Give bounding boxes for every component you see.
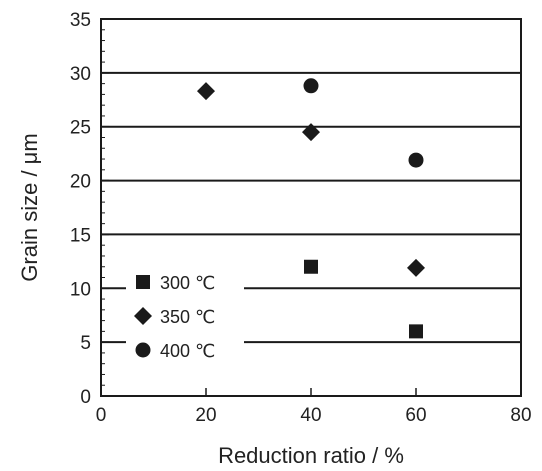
y-tick-label: 35 bbox=[70, 10, 91, 31]
x-tick-label: 0 bbox=[96, 405, 107, 426]
y-tick-label: 25 bbox=[70, 118, 91, 139]
legend-label: 350 ℃ bbox=[160, 307, 215, 327]
y-tick-label: 15 bbox=[70, 225, 91, 246]
y-tick-label: 0 bbox=[80, 387, 91, 408]
legend-label: 300 ℃ bbox=[160, 273, 215, 293]
legend-marker-circle bbox=[135, 342, 151, 358]
data-point-diamond bbox=[197, 82, 215, 101]
data-point-diamond bbox=[302, 123, 320, 142]
plot-frame bbox=[100, 18, 522, 397]
data-point-circle bbox=[408, 152, 424, 168]
data-point-diamond bbox=[407, 258, 425, 277]
y-tick-label: 30 bbox=[70, 64, 91, 85]
y-tick-label: 20 bbox=[70, 172, 91, 193]
x-tick-label: 60 bbox=[405, 405, 426, 426]
legend: 300 ℃ 350 ℃ 400 ℃ bbox=[126, 264, 244, 368]
x-axis-title: Reduction ratio / % bbox=[218, 443, 404, 468]
y-tick-labels: 0 5 10 15 20 25 30 35 bbox=[70, 10, 91, 408]
data-point-square bbox=[304, 259, 318, 274]
y-axis-title: Grain size / μm bbox=[17, 133, 42, 281]
x-tick-label: 20 bbox=[195, 405, 216, 426]
y-tick-label: 5 bbox=[80, 333, 91, 354]
x-tick-label: 80 bbox=[510, 405, 531, 426]
x-tick-labels: 0 20 40 60 80 bbox=[96, 405, 532, 426]
data-point-circle bbox=[303, 78, 319, 94]
legend-marker-square bbox=[136, 275, 150, 289]
legend-marker-diamond bbox=[134, 307, 152, 325]
y-tick-label: 10 bbox=[70, 279, 91, 300]
data-points bbox=[197, 78, 425, 339]
x-tick-label: 40 bbox=[300, 405, 321, 426]
legend-label: 400 ℃ bbox=[160, 341, 215, 361]
data-point-square bbox=[409, 324, 423, 339]
